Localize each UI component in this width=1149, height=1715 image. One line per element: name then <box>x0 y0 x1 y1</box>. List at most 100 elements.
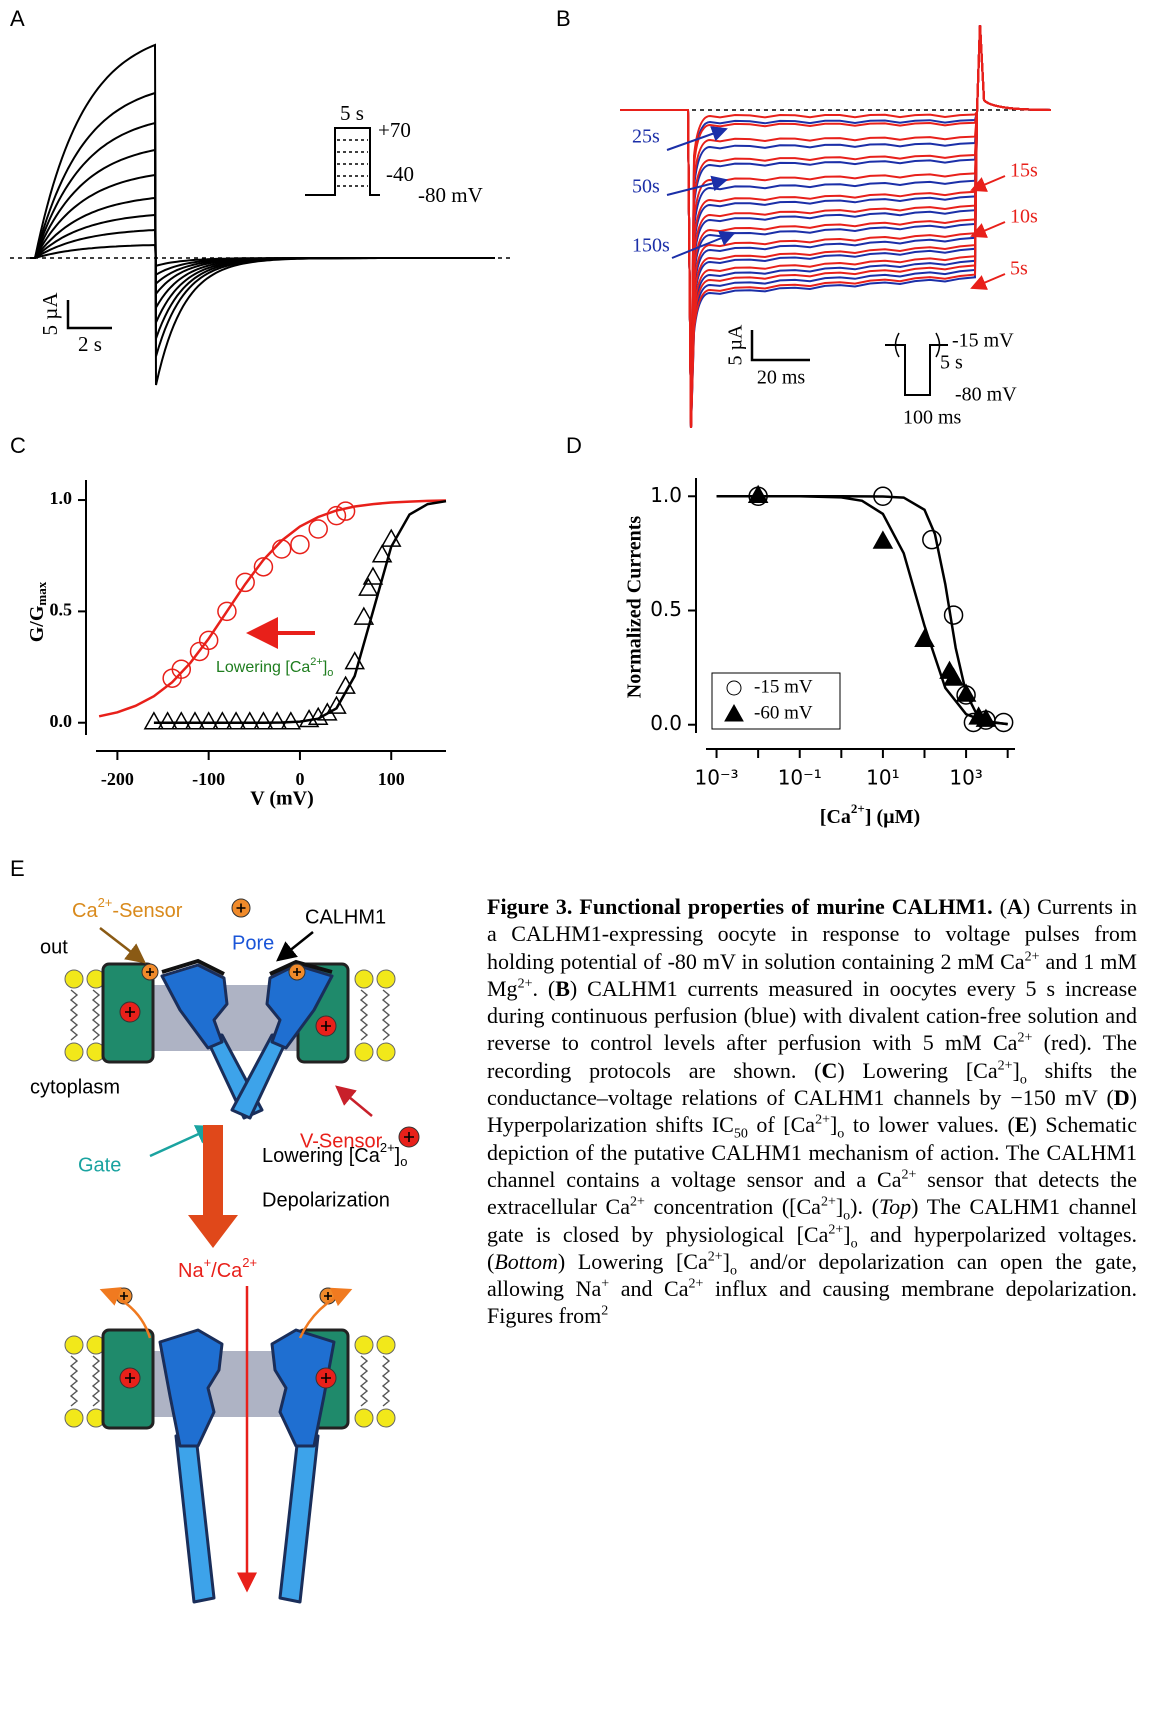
current-trace <box>30 213 495 286</box>
protocol-label: 5 s <box>940 352 963 374</box>
lipid-head <box>376 1042 396 1062</box>
current-trace <box>620 24 1052 429</box>
annotation: Lowering [Ca2+]o <box>216 656 333 679</box>
current-trace <box>620 24 1052 429</box>
transition-arrow <box>188 1125 238 1248</box>
caption-text: and hyperpolarized voltages. ( <box>487 1221 1138 1274</box>
data-point <box>353 606 375 625</box>
channel-label: CALHM1 <box>305 906 386 928</box>
caption-text: ) Currents in a CALHM1-expressing oocyte… <box>487 894 1138 974</box>
label-sup: 2+ <box>380 1140 395 1155</box>
sensor-plus <box>293 968 301 976</box>
lipid-head <box>64 969 84 989</box>
data-point <box>171 659 192 680</box>
caption-text: ( <box>992 894 1007 919</box>
x-tick-label: 10³ <box>949 766 982 790</box>
caption-text: of [Ca <box>747 1112 816 1138</box>
v-sensor-label: V-Sensor <box>300 1130 383 1152</box>
protocol-label: +70 <box>378 118 411 142</box>
data-point <box>914 628 935 647</box>
caption-text: . ( <box>532 975 556 1001</box>
caption-text: + <box>601 1276 610 1292</box>
caption-text: Bottom <box>494 1248 558 1274</box>
protocol-label: -40 <box>386 162 414 186</box>
y-tick-label: 0.5 <box>650 597 682 621</box>
data-point <box>975 708 997 727</box>
legend-marker <box>726 680 742 696</box>
caption-text: D <box>1113 1085 1130 1111</box>
data-point <box>198 630 219 651</box>
lipid-tail <box>359 1355 369 1407</box>
sensor-plus <box>146 968 154 976</box>
lipid-head <box>376 1408 396 1428</box>
data-point <box>157 711 178 730</box>
side-label: out <box>40 936 68 958</box>
current-trace <box>620 24 1052 429</box>
sensor-plus <box>125 1373 135 1383</box>
current-trace <box>620 24 1052 429</box>
fit-line <box>153 499 447 724</box>
sensor-plus <box>125 1007 135 1017</box>
label-sup: + <box>204 1255 212 1270</box>
data-point <box>344 651 366 670</box>
lipid-tail <box>359 989 369 1041</box>
scale-label: 5 µA <box>38 292 62 336</box>
pore-segment <box>265 963 334 1050</box>
panel-label: E <box>10 856 25 881</box>
caption-text: Top <box>878 1194 912 1220</box>
caption-text: ) Hyperpolarization shifts IC <box>487 1085 1137 1138</box>
x-axis-title-part: [Ca <box>820 806 851 828</box>
protocol-label: 100 ms <box>903 407 962 429</box>
caption-text: C <box>821 1057 838 1083</box>
lipid-tail <box>69 989 79 1041</box>
caption-text: ] <box>722 1248 730 1274</box>
current-trace <box>620 24 1052 429</box>
caption-text: o <box>850 1235 858 1251</box>
panel-label: D <box>566 433 582 458</box>
caption-text: B <box>555 975 570 1001</box>
caption-text: ) CALHM1 currents measured in oocytes ev… <box>487 975 1138 1056</box>
protocol-label: 5 s <box>340 101 364 125</box>
current-trace <box>620 24 1052 429</box>
lipid-tail <box>69 1355 79 1407</box>
caption-text: 2+ <box>707 1249 723 1265</box>
caption-text: ] <box>1012 1057 1020 1083</box>
x-tick-label: -100 <box>192 769 225 789</box>
data-point <box>922 529 942 550</box>
fit-line <box>716 495 1008 726</box>
sensor-plus <box>321 1021 331 1031</box>
caption-text: 2+ <box>815 1113 830 1129</box>
lipid-tail <box>91 1355 101 1407</box>
data-point <box>307 706 329 726</box>
label-part: Ca <box>72 900 98 922</box>
annotation-text: ] <box>323 659 327 676</box>
panel-label: C <box>10 433 26 458</box>
data-point <box>943 605 964 625</box>
arrow <box>666 175 728 196</box>
lipid-head <box>64 1408 84 1428</box>
lipid-tail <box>381 989 391 1041</box>
current-trace <box>30 91 495 357</box>
label-sub: o <box>400 1154 407 1169</box>
caption-text: 2 <box>601 1304 609 1320</box>
y-axis-title: G/Gmax <box>26 581 49 642</box>
current-trace <box>620 24 1052 429</box>
current-trace <box>620 24 1052 429</box>
label-part: /Ca <box>211 1260 243 1282</box>
lipid-head <box>354 969 374 989</box>
release-arrow <box>99 1287 152 1339</box>
protocol <box>305 127 380 196</box>
data-point <box>317 702 338 721</box>
data-point <box>308 519 328 539</box>
y-tick-label: 1.0 <box>50 488 73 508</box>
caption-text: 2+ <box>517 976 533 992</box>
data-point <box>993 712 1014 733</box>
label-part: Lowering [Ca <box>262 1145 381 1167</box>
caption-text: ) Schematic depiction of the putative CA… <box>487 1112 1137 1192</box>
time-label: 15s <box>1010 160 1038 182</box>
release-arrow <box>298 1287 353 1339</box>
caption-text: 2+ <box>820 1194 836 1210</box>
x-tick-label: 0 <box>295 769 304 789</box>
caption-text: A <box>1006 894 1023 919</box>
legend-label: -60 mV <box>754 702 813 723</box>
